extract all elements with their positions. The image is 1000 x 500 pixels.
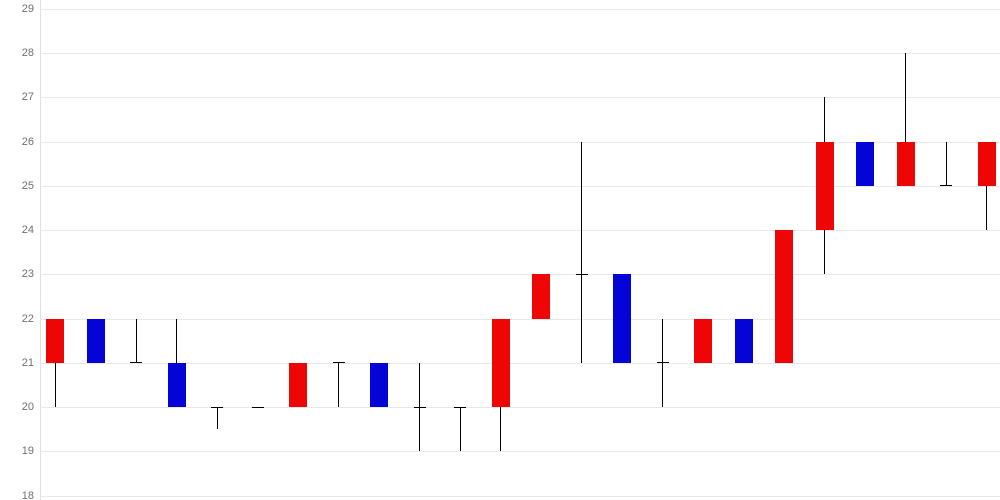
candle-body: [613, 274, 631, 362]
candle-body: [576, 274, 588, 275]
candle-body: [370, 363, 388, 407]
gridline: [40, 9, 1000, 10]
ytick-label: 26: [0, 136, 34, 148]
gridline: [40, 97, 1000, 98]
candle-wick: [217, 407, 218, 429]
y-axis-line: [40, 0, 41, 500]
candle-wick: [338, 363, 339, 407]
ytick-label: 21: [0, 357, 34, 369]
candle-wick: [581, 142, 582, 363]
candle-body: [130, 362, 142, 363]
ytick-label: 24: [0, 224, 34, 236]
candle-body: [454, 407, 466, 408]
ytick-label: 28: [0, 47, 34, 59]
gridline: [40, 407, 1000, 408]
candle-body: [735, 319, 753, 363]
candle-wick: [460, 407, 461, 451]
candle-body: [333, 362, 345, 363]
candle-body: [816, 142, 834, 230]
ytick-label: 18: [0, 490, 34, 500]
gridline: [40, 319, 1000, 320]
candle-body: [492, 319, 510, 407]
gridline: [40, 496, 1000, 497]
candle-body: [289, 363, 307, 407]
candle-wick: [946, 142, 947, 186]
candle-body: [856, 142, 874, 186]
candle-body: [694, 319, 712, 363]
ytick-label: 20: [0, 401, 34, 413]
candle-body: [168, 363, 186, 407]
ytick-label: 23: [0, 268, 34, 280]
candle-body: [252, 407, 264, 408]
candle-body: [775, 230, 793, 363]
candle-wick: [136, 319, 137, 363]
candle-body: [414, 407, 426, 408]
gridline: [40, 451, 1000, 452]
candlestick-chart: 18 19 20 21 22 23 24 25 26 27 28 29: [0, 0, 1000, 500]
ytick-label: 27: [0, 91, 34, 103]
gridline: [40, 274, 1000, 275]
candle-body: [87, 319, 105, 363]
ytick-label: 25: [0, 180, 34, 192]
ytick-label: 19: [0, 445, 34, 457]
candle-body: [46, 319, 64, 363]
candle-body: [897, 142, 915, 186]
ytick-label: 29: [0, 3, 34, 15]
candle-body: [211, 407, 223, 408]
gridline: [40, 53, 1000, 54]
gridline: [40, 230, 1000, 231]
candle-body: [532, 274, 550, 318]
candle-body: [978, 142, 996, 186]
candle-body: [657, 362, 669, 363]
gridline: [40, 186, 1000, 187]
ytick-label: 22: [0, 313, 34, 325]
candle-body: [940, 185, 952, 186]
